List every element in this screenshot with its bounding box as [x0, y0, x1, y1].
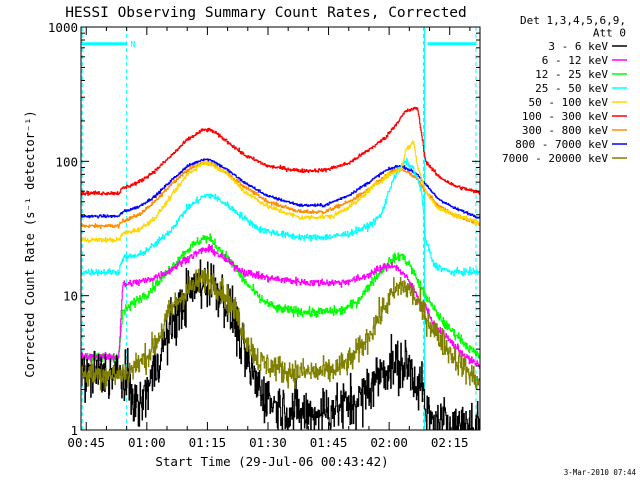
series-line: [81, 160, 480, 230]
plot-area: N: [81, 27, 480, 430]
chart-title: HESSI Observing Summary Count Rates, Cor…: [65, 5, 467, 21]
x-tick-label: 02:15: [431, 435, 469, 450]
x-tick-label: 01:15: [189, 435, 227, 450]
plot-frame: [80, 26, 481, 431]
series-line: [81, 233, 480, 363]
y-axis: 1 10 100 1000: [48, 20, 480, 438]
x-tick-label: 01:00: [128, 435, 166, 450]
y-tick-label: 1000: [48, 20, 78, 35]
y-tick-label: 100: [55, 154, 78, 169]
legend-entry-label: 50 - 100 keV: [529, 96, 609, 109]
footer-timestamp: 3-Mar-2010 07:44: [564, 468, 637, 477]
legend-entry-label: 300 - 800 keV: [522, 124, 608, 137]
y-tick-label: 1: [70, 423, 78, 438]
y-axis-label-text: Corrected Count Rate (s⁻¹ detector⁻¹): [23, 110, 37, 377]
legend-entry-label: 800 - 7000 keV: [515, 138, 608, 151]
legend-header: Det 1,3,4,5,6,9,: [520, 14, 626, 27]
series-line: [81, 140, 480, 244]
legend-entry-label: 100 - 300 keV: [522, 110, 608, 123]
y-axis-label: Corrected Count Rate (s⁻¹ detector⁻¹): [23, 110, 37, 377]
series-line: [81, 158, 480, 219]
legend-entry-label: 3 - 6 keV: [548, 40, 608, 53]
x-tick-label: 01:45: [310, 435, 348, 450]
x-axis-label: Start Time (29-Jul-06 00:43:42): [155, 454, 388, 469]
x-axis: 00:45 01:00 01:15 01:30 01:45 02:00 02:15: [67, 27, 471, 450]
legend-entry-label: 12 - 25 keV: [535, 68, 608, 81]
x-tick-label: 00:45: [67, 435, 105, 450]
x-tick-label: 02:00: [370, 435, 408, 450]
series-layer: [81, 106, 480, 430]
series-line: [81, 268, 480, 391]
legend-header: Att 0: [593, 27, 626, 40]
overlay-label: N: [131, 40, 136, 49]
legend-entry-label: 6 - 12 keV: [542, 54, 609, 67]
series-line: [81, 106, 480, 196]
series-line: [81, 259, 480, 430]
x-tick-label: 01:30: [249, 435, 287, 450]
legend-entry-label: 25 - 50 keV: [535, 82, 608, 95]
legend-entry-label: 7000 - 20000 keV: [502, 152, 608, 165]
series-line: [81, 157, 480, 277]
y-tick-label: 10: [63, 289, 78, 304]
